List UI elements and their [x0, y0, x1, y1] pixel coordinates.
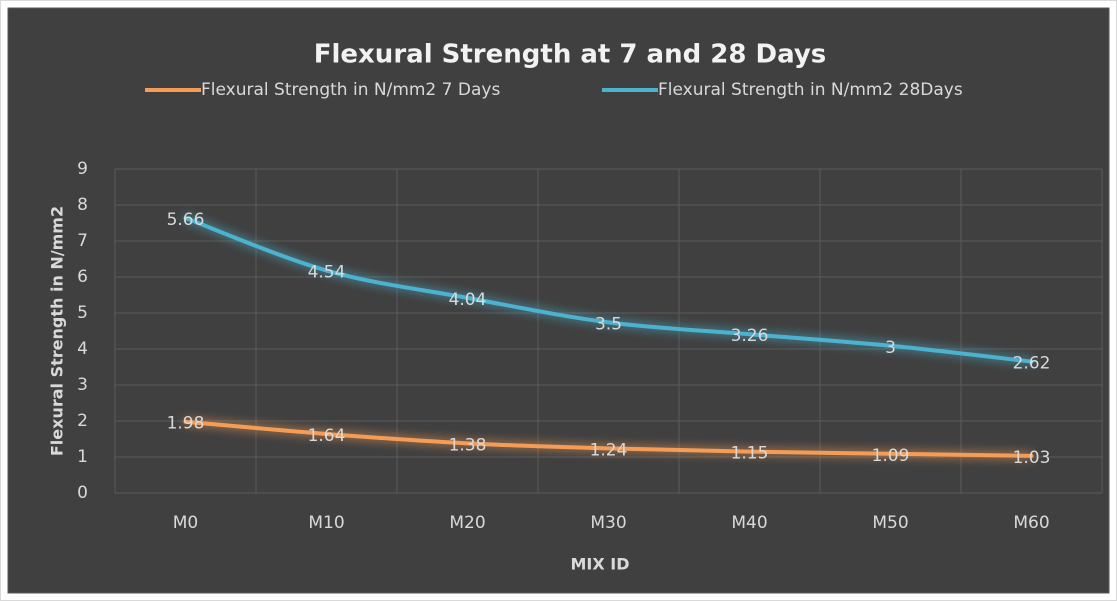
x-tick-label: M20 — [449, 513, 485, 533]
line — [183, 419, 1034, 458]
y-tick-label: 0 — [77, 483, 88, 503]
x-axis-title: MIX ID — [570, 555, 629, 574]
chart-area — [7, 7, 1110, 594]
data-label: 1.38 — [449, 435, 487, 455]
y-tick-label: 6 — [77, 267, 88, 287]
data-label: 1.24 — [590, 440, 628, 460]
y-tick-label: 3 — [77, 375, 88, 395]
x-tick-label: M60 — [1013, 513, 1049, 533]
x-tick-label: M30 — [590, 513, 626, 533]
data-label: 5.66 — [167, 210, 205, 230]
data-label: 1.09 — [872, 446, 910, 466]
x-tick-label: M0 — [173, 513, 198, 533]
data-label: 3 — [885, 338, 896, 358]
data-label: 4.54 — [308, 263, 346, 283]
y-axis-title: Flexural Strength in N/mm2 — [48, 206, 67, 456]
y-tick-label: 7 — [77, 231, 88, 251]
line — [183, 215, 1034, 364]
chart-title: Flexural Strength at 7 and 28 Days — [314, 40, 827, 70]
x-tick-label: M50 — [872, 513, 908, 533]
y-tick-label: 2 — [77, 411, 88, 431]
data-label: 3.26 — [731, 326, 769, 346]
data-label: 1.98 — [167, 414, 205, 434]
y-tick-label: 1 — [77, 447, 88, 467]
y-tick-label: 4 — [77, 339, 88, 359]
data-label: 3.5 — [595, 314, 622, 334]
data-label: 1.03 — [1013, 448, 1051, 468]
data-label: 2.62 — [1013, 354, 1051, 374]
y-tick-label: 9 — [77, 159, 88, 179]
data-label: 1.64 — [308, 426, 346, 446]
data-label: 4.04 — [449, 290, 487, 310]
legend-label: Flexural Strength in N/mm2 7 Days — [201, 80, 500, 100]
data-label: 1.15 — [731, 444, 769, 464]
x-tick-label: M40 — [731, 513, 767, 533]
x-tick-label: M10 — [308, 513, 344, 533]
y-tick-label: 5 — [77, 303, 88, 323]
legend-label: Flexural Strength in N/mm2 28Days — [658, 80, 963, 100]
y-tick-label: 8 — [77, 195, 88, 215]
